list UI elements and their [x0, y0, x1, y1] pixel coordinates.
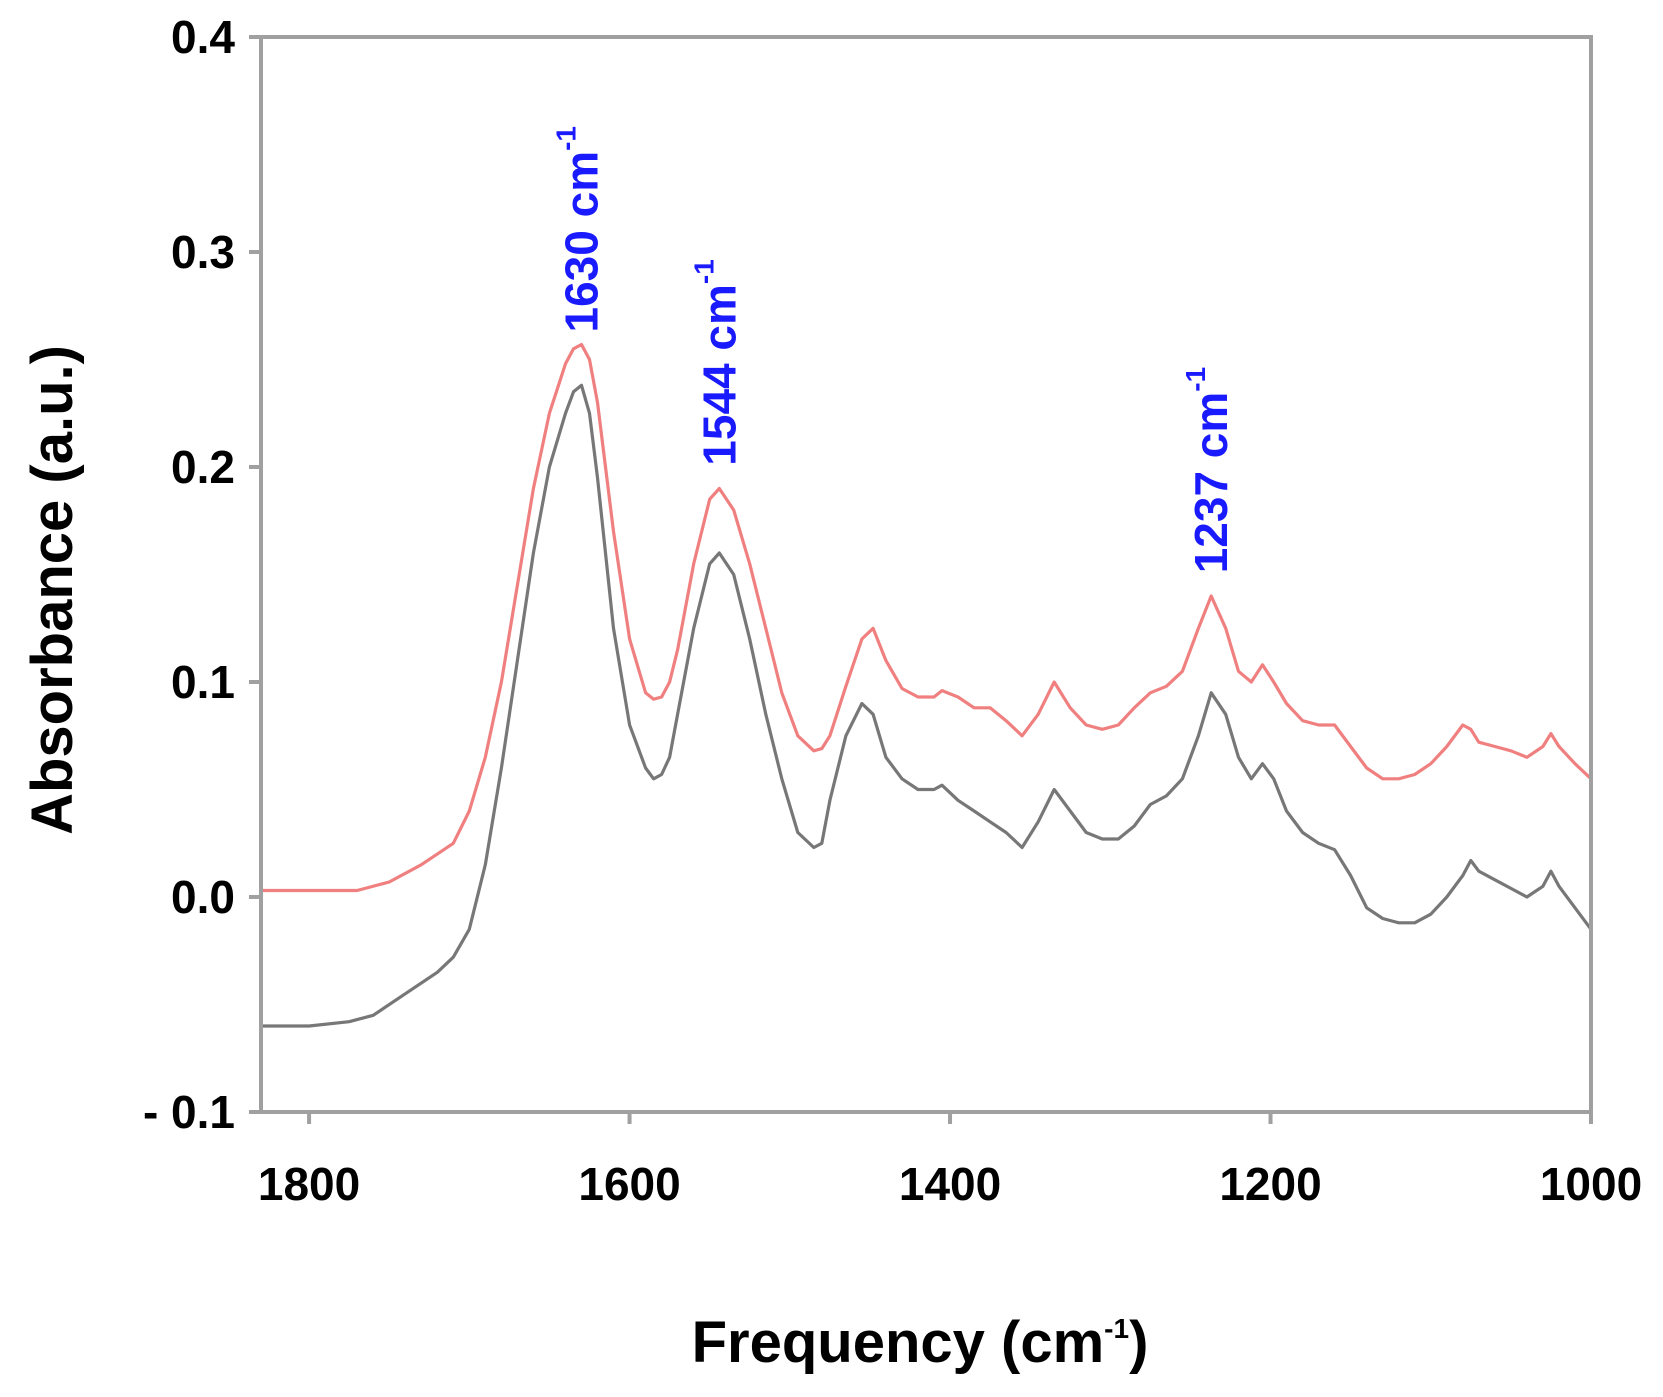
peak-label-sup: -1 [1180, 367, 1211, 392]
tick-layer: 0.4 0.3 0.2 0.1 0.0 - 0.1 1800 1600 1400 1200 1000 [143, 11, 1642, 1210]
y-tick-label-0: 0.4 [171, 11, 235, 63]
plot-frame [259, 35, 1593, 1114]
peak-label-1237: 1237 cm-1 [1180, 367, 1237, 574]
x-axis-title: Frequency (cm-1) [692, 1310, 1149, 1375]
peak-label-text: 1544 cm [693, 284, 745, 466]
x-axis-title-close: ) [1129, 1310, 1148, 1375]
peak-label-1630: 1630 cm-1 [551, 126, 608, 333]
series-line-1 [259, 342, 1593, 893]
x-tick-label-0: 1800 [258, 1158, 360, 1210]
y-tick-label-4: 0.0 [171, 871, 235, 923]
y-tick-label-5: - 0.1 [143, 1086, 235, 1138]
peak-label-text: 1630 cm [556, 151, 608, 333]
peak-label-text: 1237 cm [1185, 392, 1237, 574]
peak-label-sup: -1 [551, 126, 582, 151]
x-tick-label-1: 1600 [578, 1158, 680, 1210]
y-axis-title: Absorbance (a.u.) [20, 345, 85, 835]
y-tick-label-1: 0.3 [171, 226, 235, 278]
y-tick-label-2: 0.2 [171, 441, 235, 493]
x-tick-label-2: 1400 [899, 1158, 1001, 1210]
x-axis-title-sup: -1 [1104, 1313, 1129, 1344]
x-tick-label-4: 1000 [1540, 1158, 1642, 1210]
peak-label-1544: 1544 cm-1 [688, 259, 745, 466]
series-layer [259, 342, 1593, 1028]
peak-label-sup: -1 [688, 259, 719, 284]
x-axis-title-main: Frequency (cm [692, 1310, 1105, 1375]
y-tick-label-3: 0.1 [171, 656, 235, 708]
x-tick-label-3: 1200 [1219, 1158, 1321, 1210]
series-line-2 [259, 383, 1593, 1028]
